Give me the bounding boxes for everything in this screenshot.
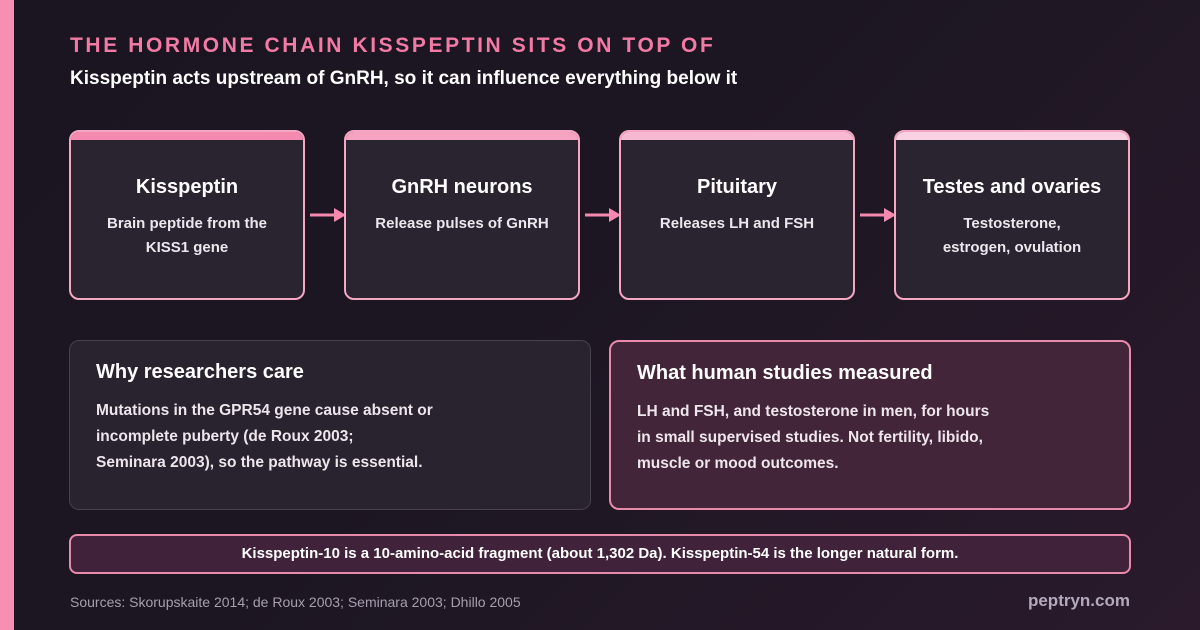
stage-description-line: estrogen, ovulation xyxy=(942,239,1082,256)
stage-card-testes-ovaries: Testes and ovaries Testosterone, estroge… xyxy=(894,130,1130,300)
stage-description-line: Release pulses of GnRH xyxy=(375,215,549,232)
stage-description-line: KISS1 gene xyxy=(145,239,229,256)
stage-description: Testosterone, estrogen, ovulation xyxy=(914,212,1110,260)
brand-logo-text: peptryn.com xyxy=(1027,591,1130,610)
stage-description-line: Brain peptide from the xyxy=(106,215,267,232)
arrow-right-icon xyxy=(310,208,346,222)
stage-name: Testes and ovaries xyxy=(922,176,1102,198)
stage-description: Release pulses of GnRH xyxy=(364,212,560,236)
sources-citation: Sources: Skorupskaite 2014; de Roux 2003… xyxy=(70,594,521,610)
stage-description-line: Testosterone, xyxy=(963,215,1061,232)
stage-top-bar xyxy=(621,132,853,140)
human-studies-panel: What human studies measured LH and FSH, … xyxy=(609,340,1131,510)
panel-body-line: incomplete puberty (de Roux 2003; xyxy=(96,428,354,445)
fact-note-banner: Kisspeptin-10 is a 10-amino-acid fragmen… xyxy=(69,534,1131,574)
stage-top-bar xyxy=(346,132,578,140)
left-accent-bar xyxy=(0,0,14,630)
page-title: The hormone chain kisspeptin sits on top… xyxy=(70,34,716,57)
stage-card-gnrh-neurons: GnRH neurons Release pulses of GnRH xyxy=(344,130,580,300)
stage-top-bar xyxy=(71,132,303,140)
why-researchers-care-panel: Why researchers care Mutations in the GP… xyxy=(69,340,591,510)
panel-body: LH and FSH, and testosterone in men, for… xyxy=(637,399,1103,477)
stage-description-line: Releases LH and FSH xyxy=(659,215,815,232)
stage-name: GnRH neurons xyxy=(391,176,533,198)
stage-card-kisspeptin: Kisspeptin Brain peptide from the KISS1 … xyxy=(69,130,305,300)
stage-card-pituitary: Pituitary Releases LH and FSH xyxy=(619,130,855,300)
arrow-right-icon xyxy=(860,208,896,222)
stage-description: Brain peptide from the KISS1 gene xyxy=(89,212,285,260)
panel-body-line: in small supervised studies. Not fertili… xyxy=(637,429,983,446)
panel-body-line: muscle or mood outcomes. xyxy=(637,455,839,472)
panel-title: What human studies measured xyxy=(637,362,933,384)
page-subtitle: Kisspeptin acts upstream of GnRH, so it … xyxy=(70,68,738,89)
arrow-right-icon xyxy=(585,208,621,222)
panel-body-line: Mutations in the GPR54 gene cause absent… xyxy=(96,402,433,419)
stage-description: Releases LH and FSH xyxy=(639,212,835,236)
panel-body: Mutations in the GPR54 gene cause absent… xyxy=(96,398,564,476)
panel-body-line: Seminara 2003), so the pathway is essent… xyxy=(96,454,423,471)
stage-name: Kisspeptin xyxy=(135,176,239,198)
panel-title: Why researchers care xyxy=(96,361,304,383)
panel-body-line: LH and FSH, and testosterone in men, for… xyxy=(637,403,990,420)
stage-name: Pituitary xyxy=(696,176,778,198)
stage-top-bar xyxy=(896,132,1128,140)
